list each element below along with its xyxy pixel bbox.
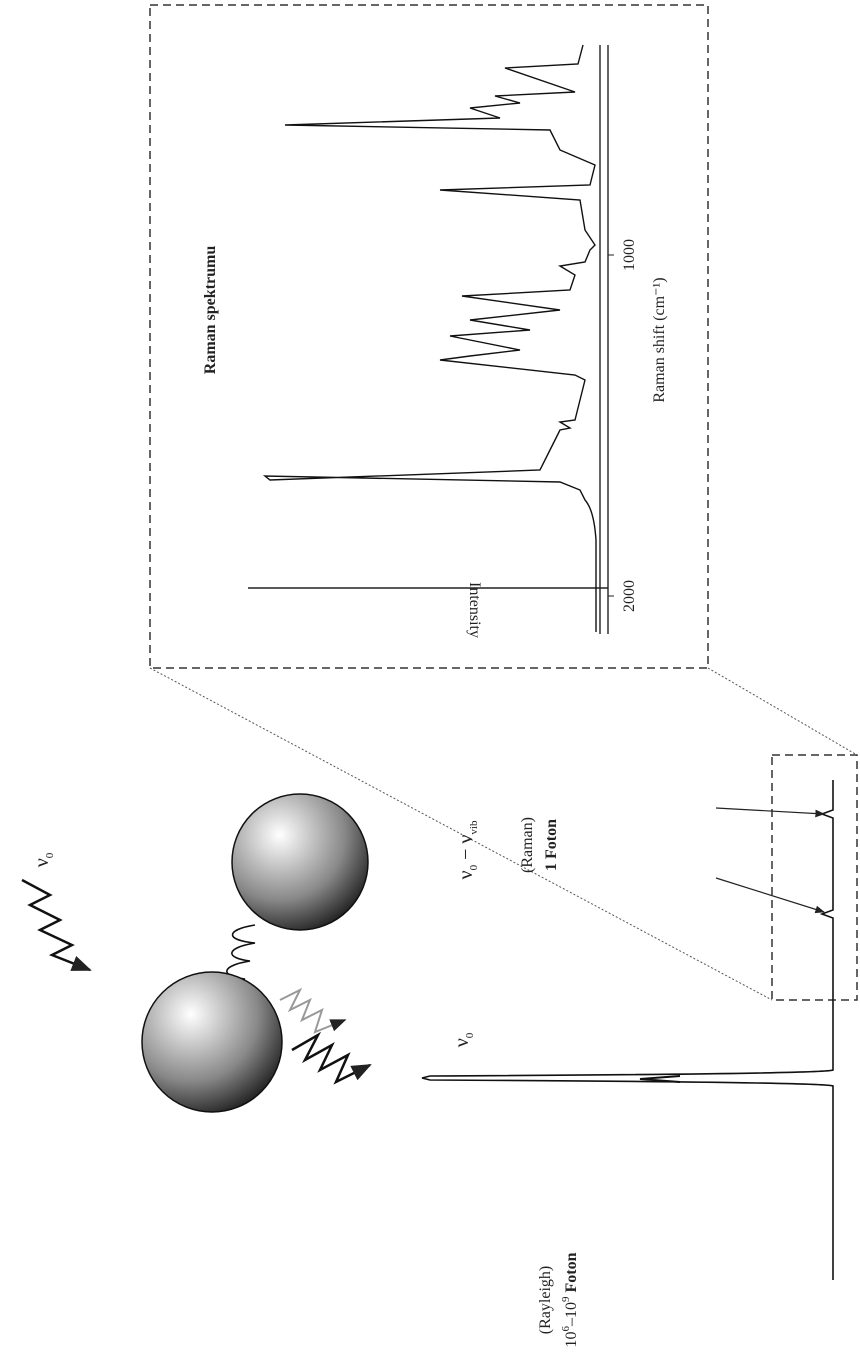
inset-frame xyxy=(150,5,708,668)
symbol: ν xyxy=(31,858,53,867)
y-axis-label: Intensity xyxy=(466,582,483,638)
subscript: vib xyxy=(468,820,480,835)
incident-label: ν0 xyxy=(31,852,56,867)
zoom-line xyxy=(708,668,857,755)
raman-symbol: ν0 − νvib xyxy=(455,820,480,879)
rayleigh-count: 106–109 Foton xyxy=(560,1252,580,1347)
count: –10 xyxy=(563,1302,580,1327)
atom xyxy=(142,972,282,1112)
rayleigh-symbol: ν0 xyxy=(451,1032,476,1047)
raman-count: 1 Foton xyxy=(543,819,560,871)
scattered-photon xyxy=(280,990,345,1032)
count: Foton xyxy=(563,1252,580,1296)
zoom-frame xyxy=(772,755,857,1000)
raman-name: (Raman) xyxy=(519,817,536,873)
symbol: − ν xyxy=(455,835,477,865)
symbol: ν xyxy=(455,870,477,879)
rayleigh-name: (Rayleigh) xyxy=(537,1266,554,1334)
atom xyxy=(232,794,368,930)
x-tick-label: 2000 xyxy=(621,580,638,612)
arrow xyxy=(716,808,824,814)
incident-photon xyxy=(22,880,90,970)
inset-title: Raman spektrumu xyxy=(202,246,219,375)
scattered-photon xyxy=(292,1035,370,1082)
raman-spectrum xyxy=(265,45,596,632)
x-axis-label: Raman shift (cm⁻¹) xyxy=(651,277,668,402)
count: 10 xyxy=(563,1332,580,1348)
x-tick-label: 1000 xyxy=(621,239,638,271)
subscript: 0 xyxy=(44,852,56,858)
arrow xyxy=(716,878,824,912)
subscript: 0 xyxy=(464,1032,476,1038)
symbol: ν xyxy=(451,1038,473,1047)
figure: Raman spektrumu Intensity Raman shift (c… xyxy=(0,0,860,1358)
